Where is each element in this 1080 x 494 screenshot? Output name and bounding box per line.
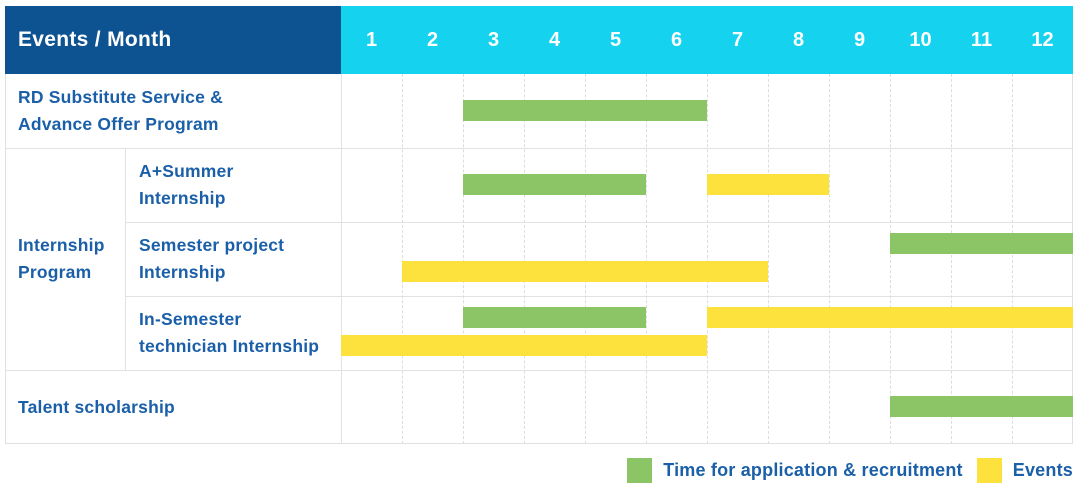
legend: Time for application & recruitment Event… [627,458,1073,483]
month-grid-line [707,74,708,444]
group-column-divider [125,148,126,370]
events-month-header-cell: Events / Month [5,6,341,74]
month-grid-line [646,74,647,444]
gantt-bar-application [463,307,646,328]
label-months-divider [341,74,342,444]
month-header-5: 5 [609,28,622,51]
month-header-9: 9 [853,28,866,51]
group-label-internship-program: Internship Program [18,235,105,282]
month-header-4: 4 [548,28,561,51]
month-grid-line [524,74,525,444]
gantt-bar-application [890,396,1073,417]
month-header-10: 10 [909,28,932,51]
month-header-7: 7 [731,28,744,51]
month-header-3: 3 [487,28,500,51]
gantt-bar-application [463,100,707,121]
row-divider [125,222,1073,223]
month-header-12: 12 [1031,28,1054,51]
row-divider [5,370,1073,371]
gantt-bar-event [707,307,1073,328]
gantt-bar-application [890,233,1073,254]
month-grid-line [585,74,586,444]
row-label-rd-substitute: RD Substitute Service & Advance Offer Pr… [18,87,223,134]
row-label-talent-scholarship: Talent scholarship [18,396,175,417]
legend-label-application: Time for application & recruitment [663,460,963,480]
legend-label-events: Events [1012,460,1073,480]
month-header-2: 2 [426,28,439,51]
schedule-table: Events / Month 1 2 3 4 5 6 7 8 9 10 11 12 RD Substi… [5,6,1073,444]
month-header-6: 6 [670,28,683,51]
month-header-11: 11 [970,28,993,51]
gantt-bar-event [707,174,829,195]
legend-item-application: Time for application & recruitment [627,458,963,483]
table-body-border [5,74,1073,444]
months-header: 1 2 3 4 5 6 7 8 9 10 11 12 [341,6,1073,74]
yellow-swatch-icon [976,458,1002,483]
month-grid-line [463,74,464,444]
gantt-bar-event [341,335,707,356]
row-label-semester-project: Semester project Internship [139,235,285,282]
row-label-in-semester-technician: In-Semester technician Internship [139,309,320,356]
row-label-a-plus-summer: A+Summer Internship [139,161,234,208]
month-header-1: 1 [365,28,378,51]
month-grid-line [951,74,952,444]
month-grid-line [829,74,830,444]
month-grid-line [768,74,769,444]
row-divider [5,148,1073,149]
gantt-bar-application [463,174,646,195]
month-grid-line [1012,74,1013,444]
green-swatch-icon [627,458,653,483]
table-title: Events / Month [18,28,172,51]
month-header-8: 8 [792,28,805,51]
legend-item-events: Events [976,458,1073,483]
gantt-bar-event [402,261,768,282]
row-divider [125,296,1073,297]
month-grid-line [890,74,891,444]
month-grid-line [402,74,403,444]
